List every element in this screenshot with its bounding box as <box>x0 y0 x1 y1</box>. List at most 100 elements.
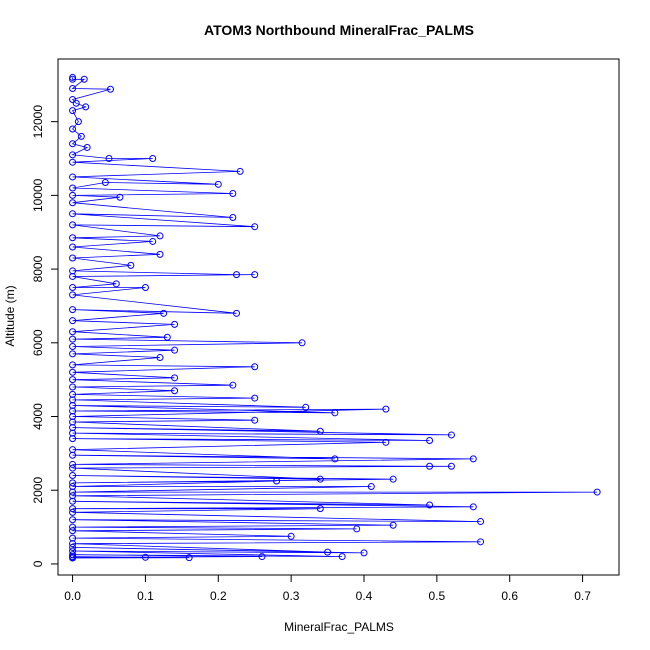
data-point <box>69 199 77 207</box>
data-point <box>477 538 485 546</box>
data-point <box>185 554 193 562</box>
data-point <box>331 455 339 463</box>
data-point <box>69 284 77 292</box>
data-point <box>251 271 259 279</box>
data-point <box>77 132 85 140</box>
data-point <box>426 462 434 470</box>
data-point <box>389 475 397 483</box>
data-point <box>69 328 77 336</box>
data-point <box>69 540 77 548</box>
data-point <box>116 193 124 201</box>
data-point <box>74 118 82 126</box>
data-point <box>251 223 259 231</box>
x-tick-label: 0.4 <box>356 589 373 603</box>
data-point <box>426 436 434 444</box>
data-point <box>69 464 77 472</box>
x-axis: 0.0 0.1 0.2 0.3 0.4 0.5 0.6 0.7 <box>64 574 591 603</box>
y-tick-label: 8000 <box>31 255 45 282</box>
data-point <box>69 350 77 358</box>
x-tick-label: 0.1 <box>137 589 154 603</box>
data-point <box>447 462 455 470</box>
data-point <box>127 261 135 269</box>
data-point <box>69 435 77 443</box>
x-axis-label: MineralFrac_PALMS <box>284 620 394 634</box>
data-point <box>316 427 324 435</box>
data-point <box>258 553 266 561</box>
data-point <box>72 99 80 107</box>
data-point <box>69 151 77 159</box>
data-point <box>69 516 77 524</box>
data-point <box>69 234 77 242</box>
data-point <box>229 381 237 389</box>
data-point <box>69 107 77 115</box>
data-point <box>233 271 240 279</box>
data-point <box>447 431 455 439</box>
data-point <box>69 96 77 104</box>
data-point <box>236 167 244 175</box>
data-point <box>156 250 164 258</box>
y-tick-label: 2000 <box>31 477 45 504</box>
data-point <box>324 548 332 556</box>
data-point <box>69 75 77 83</box>
data-point <box>69 361 77 369</box>
data-point <box>69 210 77 218</box>
data-point <box>171 387 179 395</box>
data-point <box>69 158 77 166</box>
data-point <box>69 191 77 199</box>
data-point <box>69 553 77 561</box>
data-point <box>69 505 77 513</box>
data-point <box>69 184 77 192</box>
data-point <box>593 488 601 496</box>
y-axis-label: Altitude (m) <box>3 285 17 346</box>
y-axis: 0 2000 4000 6000 8000 10000 12000 <box>31 105 59 567</box>
data-series <box>69 73 601 562</box>
data-point <box>69 488 77 496</box>
data-point <box>69 523 77 531</box>
data-point <box>69 243 77 251</box>
data-point <box>160 309 168 317</box>
x-tick-label: 0.0 <box>64 589 81 603</box>
data-point <box>69 497 77 505</box>
data-point <box>338 553 346 561</box>
data-point <box>273 477 281 485</box>
data-point <box>331 409 339 417</box>
data-point <box>69 84 77 92</box>
y-tick-label: 0 <box>31 560 45 567</box>
data-point <box>69 140 77 148</box>
data-point <box>69 335 77 343</box>
data-point <box>69 460 77 468</box>
data-point <box>287 532 295 540</box>
data-point <box>171 346 179 354</box>
data-point <box>156 232 164 240</box>
data-point <box>80 75 88 83</box>
data-point <box>69 527 77 535</box>
data-point <box>316 505 324 513</box>
data-point <box>477 518 485 526</box>
data-point <box>69 291 77 299</box>
x-tick-label: 0.7 <box>574 589 591 603</box>
data-point <box>367 483 375 491</box>
data-point <box>251 394 259 402</box>
data-point <box>251 416 259 424</box>
data-point <box>105 155 113 163</box>
data-point <box>69 254 77 262</box>
data-point <box>82 103 90 111</box>
data-point <box>69 317 77 325</box>
data-point <box>149 237 157 245</box>
y-tick-label: 6000 <box>31 329 45 356</box>
data-point <box>469 503 477 511</box>
data-point <box>353 525 361 533</box>
data-point <box>69 73 77 81</box>
data-point <box>69 383 77 391</box>
data-point <box>233 309 240 317</box>
data-point <box>141 553 149 561</box>
y-tick-label: 4000 <box>31 403 45 430</box>
data-point <box>69 125 77 133</box>
x-tick-label: 0.5 <box>429 589 446 603</box>
data-point <box>69 173 77 181</box>
data-point <box>141 284 149 292</box>
data-point <box>360 549 368 557</box>
series-line <box>71 77 598 559</box>
x-tick-label: 0.2 <box>210 589 227 603</box>
